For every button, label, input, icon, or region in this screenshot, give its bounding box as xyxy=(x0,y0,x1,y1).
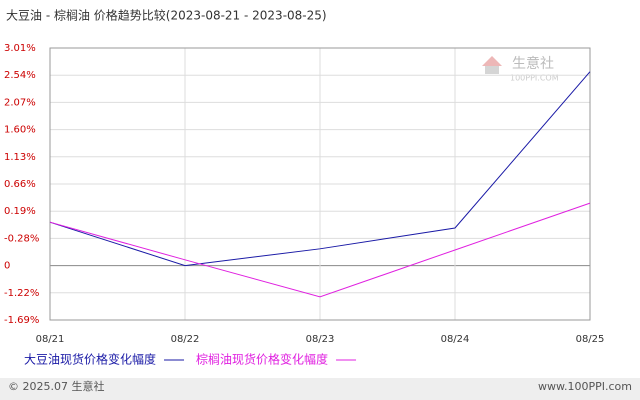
x-tick-label: 08/21 xyxy=(36,334,65,345)
watermark-sub: 100PPI.COM xyxy=(510,74,559,83)
y-tick-label: 1.13% xyxy=(4,152,36,163)
x-tick-label: 08/24 xyxy=(441,334,470,345)
footer-right: www.100PPI.com xyxy=(538,380,632,393)
series-line xyxy=(49,202,591,298)
series-line xyxy=(49,71,591,267)
x-tick-label: 08/22 xyxy=(171,334,200,345)
y-tick-label: -1.22% xyxy=(4,288,39,299)
y-tick-label: -1.69% xyxy=(4,315,39,326)
x-tick-label: 08/25 xyxy=(576,334,605,345)
chart-title: 大豆油 - 棕榈油 价格趋势比较(2023-08-21 - 2023-08-25… xyxy=(6,8,327,23)
y-tick-label: 2.07% xyxy=(4,97,36,108)
watermark: 生意社 xyxy=(512,55,554,72)
plot-border xyxy=(49,47,591,321)
watermark-logo xyxy=(482,56,502,74)
footer-left: © 2025.07 生意社 xyxy=(8,379,104,393)
footer-bar xyxy=(0,378,640,400)
legend-label: 棕榈油现货价格变化幅度 xyxy=(196,352,328,367)
y-tick-label: 0 xyxy=(4,261,10,272)
y-tick-label: 0.19% xyxy=(4,206,36,217)
y-tick-label: 1.60% xyxy=(4,125,36,136)
y-tick-label: 0.66% xyxy=(4,179,36,190)
y-tick-label: 2.54% xyxy=(4,70,36,81)
x-tick-label: 08/23 xyxy=(306,334,335,345)
y-tick-label: 3.01% xyxy=(4,43,36,54)
legend-label: 大豆油现货价格变化幅度 xyxy=(24,352,156,367)
y-tick-label: -0.28% xyxy=(4,233,39,244)
